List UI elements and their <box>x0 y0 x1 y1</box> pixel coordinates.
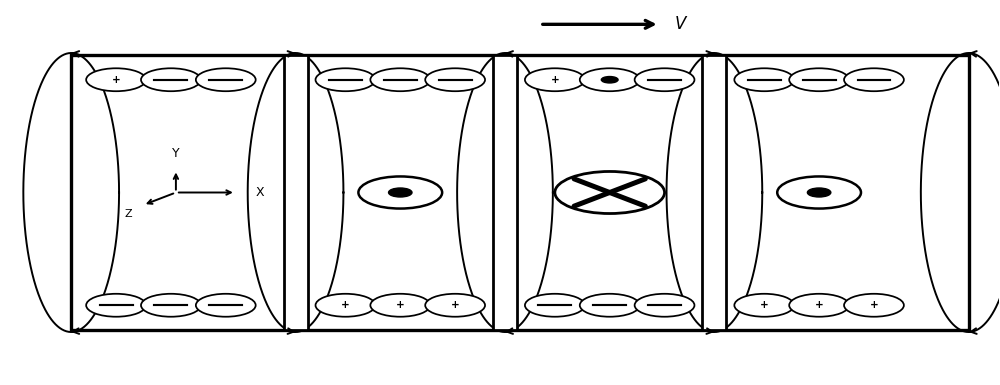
Bar <box>493 55 517 330</box>
Text: +: + <box>815 300 823 310</box>
Circle shape <box>580 294 640 317</box>
Circle shape <box>370 68 430 91</box>
Text: X: X <box>256 186 264 199</box>
Circle shape <box>635 68 694 91</box>
Circle shape <box>196 294 256 317</box>
Circle shape <box>425 294 485 317</box>
Text: +: + <box>760 300 769 310</box>
Circle shape <box>370 294 430 317</box>
Circle shape <box>734 68 794 91</box>
Circle shape <box>141 68 201 91</box>
Circle shape <box>425 68 485 91</box>
Text: +: + <box>550 75 559 85</box>
Circle shape <box>807 188 831 197</box>
Circle shape <box>358 176 442 209</box>
Text: Y: Y <box>172 147 180 160</box>
Circle shape <box>844 68 904 91</box>
Text: +: + <box>112 75 120 85</box>
Circle shape <box>525 68 585 91</box>
Circle shape <box>86 294 146 317</box>
Circle shape <box>635 294 694 317</box>
Text: +: + <box>341 300 350 310</box>
Circle shape <box>789 294 849 317</box>
Circle shape <box>389 188 412 197</box>
Text: +: + <box>451 300 460 310</box>
Text: +: + <box>870 300 878 310</box>
Text: Z: Z <box>124 209 132 219</box>
Circle shape <box>777 176 861 209</box>
Bar <box>71 55 969 330</box>
Circle shape <box>316 68 375 91</box>
Circle shape <box>601 77 618 83</box>
Circle shape <box>86 68 146 91</box>
Circle shape <box>734 294 794 317</box>
Bar <box>702 55 726 330</box>
Circle shape <box>580 68 640 91</box>
Text: V: V <box>675 15 686 33</box>
Circle shape <box>141 294 201 317</box>
Circle shape <box>844 294 904 317</box>
Circle shape <box>316 294 375 317</box>
Circle shape <box>555 171 665 214</box>
Text: +: + <box>396 300 405 310</box>
Circle shape <box>525 294 585 317</box>
Circle shape <box>196 68 256 91</box>
Circle shape <box>789 68 849 91</box>
Bar <box>284 55 308 330</box>
